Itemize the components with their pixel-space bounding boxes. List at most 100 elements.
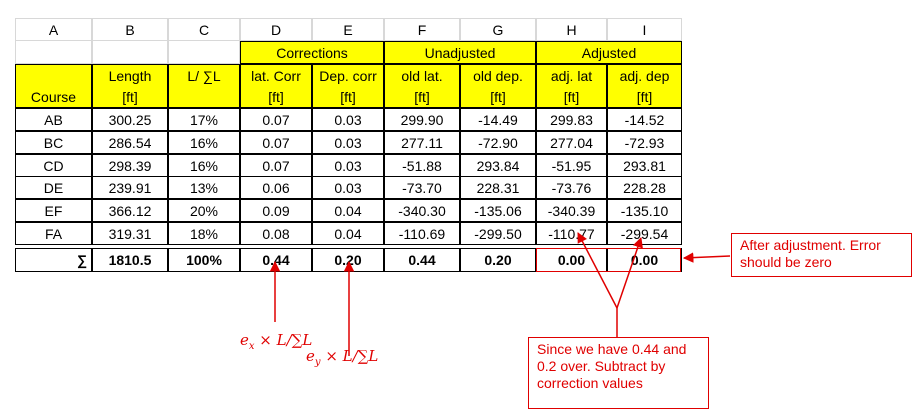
cell-course: DE (15, 176, 92, 199)
formula-dep: ey × L/∑L (306, 347, 379, 368)
spreadsheet: A B C D E F G H I Corrections Unadjusted Adjusted Co… (0, 0, 690, 275)
column-letter-f: F (384, 18, 460, 41)
cell-length: 366.12 (92, 199, 168, 222)
header-length: Length (92, 64, 168, 86)
cell-adj-lat: -73.76 (536, 176, 607, 199)
cell-old-lat: 299.90 (384, 108, 460, 131)
cell-adj-lat: -51.95 (536, 154, 607, 177)
header-adj-dep-unit: [ft] (607, 86, 682, 108)
note-subtract: Since we have 0.44 and 0.2 over. Subtrac… (528, 337, 709, 409)
cell-adj-dep: -299.54 (607, 222, 682, 245)
total-lat-corr: 0.44 (240, 248, 312, 272)
cell-adj-dep: -14.52 (607, 108, 682, 131)
total-ratio: 100% (168, 248, 240, 272)
cell-course: BC (15, 131, 92, 154)
header-lat-corr: lat. Corr (240, 64, 312, 86)
column-letter-c: C (168, 18, 240, 41)
column-letter-g: G (460, 18, 536, 41)
header-course: Course (15, 86, 92, 108)
blank-cell (15, 41, 92, 64)
cell-old-lat: -73.70 (384, 176, 460, 199)
cell-dep-corr: 0.03 (312, 131, 384, 154)
blank-cell (92, 41, 168, 64)
cell-course: EF (15, 199, 92, 222)
note-adjustment-text: After adjustment. Error should be zero (740, 237, 881, 270)
cell-adj-dep: 228.28 (607, 176, 682, 199)
cell-lat-corr: 0.09 (240, 199, 312, 222)
cell-dep-corr: 0.04 (312, 222, 384, 245)
cell-ratio: 16% (168, 154, 240, 177)
cell-dep-corr: 0.03 (312, 176, 384, 199)
cell-adj-lat: 277.04 (536, 131, 607, 154)
header-lat-corr-unit: [ft] (240, 86, 312, 108)
cell-length: 300.25 (92, 108, 168, 131)
header-old-dep: old dep. (460, 64, 536, 86)
cell-old-dep: 228.31 (460, 176, 536, 199)
cell-old-dep: -72.90 (460, 131, 536, 154)
group-corrections: Corrections (240, 41, 384, 64)
cell-dep-corr: 0.03 (312, 108, 384, 131)
cell-dep-corr: 0.04 (312, 199, 384, 222)
cell-old-lat: -110.69 (384, 222, 460, 245)
column-letter-e: E (312, 18, 384, 41)
column-letter-h: H (536, 18, 607, 41)
column-letter-d: D (240, 18, 312, 41)
note-adjustment: After adjustment. Error should be zero (731, 233, 912, 277)
header-old-lat-unit: [ft] (384, 86, 460, 108)
cell-lat-corr: 0.07 (240, 131, 312, 154)
cell-length: 239.91 (92, 176, 168, 199)
cell-old-dep: 293.84 (460, 154, 536, 177)
cell-ratio: 18% (168, 222, 240, 245)
cell-old-dep: -299.50 (460, 222, 536, 245)
cell-length: 298.39 (92, 154, 168, 177)
total-length: 1810.5 (92, 248, 168, 272)
cell-old-dep: -14.49 (460, 108, 536, 131)
cell-course: FA (15, 222, 92, 245)
cell-course: CD (15, 154, 92, 177)
header-adj-dep: adj. dep (607, 64, 682, 86)
group-unadjusted: Unadjusted (384, 41, 536, 64)
header-old-dep-unit: [ft] (460, 86, 536, 108)
cell-old-lat: -51.88 (384, 154, 460, 177)
cell-length: 319.31 (92, 222, 168, 245)
header-old-lat: old lat. (384, 64, 460, 86)
total-dep-corr: 0.20 (312, 248, 384, 272)
cell-lat-corr: 0.06 (240, 176, 312, 199)
cell-adj-dep: -72.93 (607, 131, 682, 154)
header-ratio: L/ ∑L (168, 64, 240, 86)
total-old-dep: 0.20 (460, 248, 536, 272)
header-course-top (15, 64, 92, 86)
cell-adj-lat: -110.77 (536, 222, 607, 245)
cell-old-lat: 277.11 (384, 131, 460, 154)
column-letter-i: I (607, 18, 682, 41)
header-adj-lat: adj. lat (536, 64, 607, 86)
cell-ratio: 20% (168, 199, 240, 222)
group-adjusted: Adjusted (536, 41, 682, 64)
blank-cell (168, 41, 240, 64)
cell-ratio: 17% (168, 108, 240, 131)
header-dep-corr: Dep. corr (312, 64, 384, 86)
column-letter-b: B (92, 18, 168, 41)
cell-length: 286.54 (92, 131, 168, 154)
column-letter-a: A (15, 18, 92, 41)
cell-adj-lat: 299.83 (536, 108, 607, 131)
header-length-unit: [ft] (92, 86, 168, 108)
cell-lat-corr: 0.07 (240, 154, 312, 177)
cell-ratio: 13% (168, 176, 240, 199)
adjusted-totals-highlight (536, 248, 681, 272)
header-ratio-bottom (168, 86, 240, 108)
cell-old-dep: -135.06 (460, 199, 536, 222)
arrow-to-adjusted (682, 252, 731, 263)
cell-lat-corr: 0.08 (240, 222, 312, 245)
total-course: ∑ (15, 248, 92, 272)
formula-lat: ex × L/∑L (240, 331, 313, 352)
cell-adj-lat: -340.39 (536, 199, 607, 222)
cell-ratio: 16% (168, 131, 240, 154)
header-adj-lat-unit: [ft] (536, 86, 607, 108)
total-old-lat: 0.44 (384, 248, 460, 272)
cell-course: AB (15, 108, 92, 131)
cell-adj-dep: 293.81 (607, 154, 682, 177)
header-dep-corr-unit: [ft] (312, 86, 384, 108)
cell-lat-corr: 0.07 (240, 108, 312, 131)
cell-adj-dep: -135.10 (607, 199, 682, 222)
